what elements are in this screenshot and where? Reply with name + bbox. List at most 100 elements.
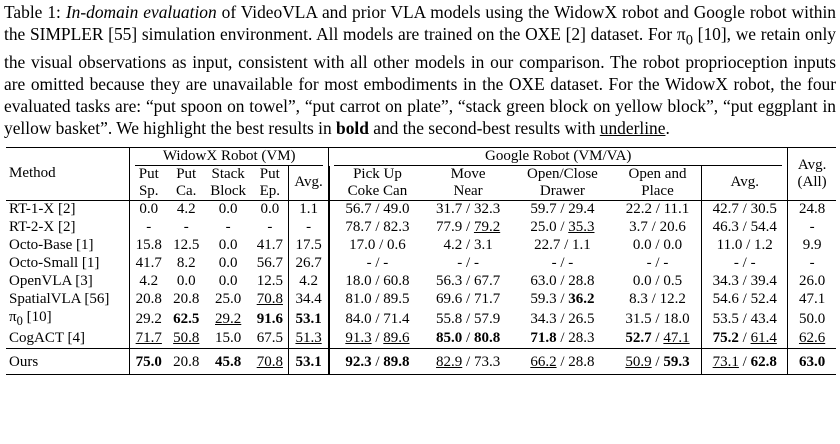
cell-value: 30.5 — [750, 201, 777, 218]
table-cell: 41.7 — [129, 254, 168, 273]
cell-value: - — [809, 255, 815, 272]
cell-value: 54.6 — [712, 291, 739, 308]
cell-value: - — [809, 219, 815, 236]
cell-value: 0.0 — [176, 273, 196, 290]
cell-value: 89.5 — [383, 291, 410, 308]
cell-value: - — [473, 255, 479, 272]
cell-value: 85.0 — [436, 330, 463, 347]
caption-text-2: [10], we retain only the visual observat… — [4, 23, 837, 138]
table-cell: 0.0 — [167, 273, 205, 291]
cell-value: 71.7 — [135, 330, 162, 347]
table-cell: 45.8 — [205, 347, 252, 375]
table-cell: 78.7 / 82.3 — [327, 218, 426, 237]
table-cell: 56.7 — [251, 255, 289, 273]
table-cell: 20.8 — [129, 290, 168, 309]
cell-value: 79.2 — [473, 219, 501, 236]
method-header: Method — [6, 146, 130, 201]
table-cell: 53.5 / 43.4 — [701, 308, 788, 330]
table-cell: 59.7 / 29.4 — [511, 199, 614, 219]
table-cell: 59.3 / 36.2 — [530, 291, 595, 308]
cell-value: 47.1 — [798, 291, 826, 308]
table-cell: - / - — [327, 254, 426, 273]
table-cell: 92.3 / 89.8 — [327, 347, 426, 375]
col-header-stack-block: Stack Block — [210, 165, 247, 199]
caption-bold-word: bold — [336, 118, 369, 138]
cell-value: 53.1 — [295, 354, 322, 371]
caption-sub: 0 — [685, 32, 693, 49]
table-cell: 70.8 — [251, 347, 289, 375]
method-name: RT-2-X [2] — [9, 219, 76, 236]
cell-value: 59.3 — [663, 354, 690, 371]
table-cell: 4.2 / 3.1 — [443, 237, 493, 254]
cell-value: 51.3 — [295, 330, 322, 347]
table-row: π0 [10] 29.2 62.5 29.2 91.6 53.1 84.0 / 71.4 55… — [6, 308, 836, 330]
cell-value: 31.7 — [436, 201, 463, 218]
cell-value: 80.8 — [473, 330, 501, 347]
table-cell: 85.0 / 80.8 — [436, 330, 501, 347]
cell-value: 35.3 — [568, 219, 595, 236]
cell-value: - — [750, 255, 756, 272]
cell-value: 0.5 — [663, 273, 683, 290]
table-cell: - / - — [646, 255, 669, 272]
method-name: π0 [10] — [9, 308, 52, 328]
cell-value: 8.2 — [176, 255, 196, 272]
cell-value: 0.0 — [218, 201, 238, 218]
table-cell: 50.9 / 59.3 — [613, 347, 702, 375]
cell-value: 28.8 — [568, 354, 595, 371]
table-cell: 4.2 — [288, 272, 329, 291]
method-name: Octo-Base [1] — [9, 237, 94, 254]
cell-value: 32.3 — [473, 201, 501, 218]
caption-label: Table 1: — [4, 2, 61, 22]
method-name: OpenVLA [3] — [9, 273, 93, 290]
table-cell: 91.6 — [251, 309, 289, 330]
cell-value: 34.4 — [295, 291, 322, 308]
cell-value: - — [383, 255, 389, 272]
cell-value: 28.8 — [568, 273, 595, 290]
method-name: Octo-Small [1] — [9, 255, 100, 272]
table-row: Ours 75.0 20.8 45.8 70.8 53.1 92.3 / 89.8 82.9 … — [6, 347, 836, 375]
cell-value: 55.8 — [436, 310, 463, 327]
caption-italic: In-domain evaluation — [65, 2, 217, 22]
cell-value: 24.8 — [798, 201, 826, 218]
table-cell: 91.3 / 89.6 — [327, 329, 426, 349]
cell-value: 29.4 — [568, 201, 595, 218]
cell-value: 89.8 — [383, 354, 410, 371]
table-cell: 0.0 — [205, 255, 251, 273]
table-cell: 81.0 / 89.5 — [327, 290, 426, 309]
google-group-header: Google Robot (VM/VA) — [328, 146, 788, 166]
cell-value: 78.7 — [345, 219, 372, 236]
group-header-row: Method WidowX Robot (VM) Google Robot (V… — [6, 146, 836, 201]
cell-value: 17.0 — [349, 237, 376, 254]
cell-value: 67.7 — [473, 273, 501, 290]
cell-value: 31.5 — [625, 310, 652, 327]
table-row: OpenVLA [3] 4.2 0.0 0.0 12.5 4.2 18.0 / 60.8 56… — [6, 272, 836, 291]
table-cell: 70.8 — [251, 291, 289, 309]
table-cell: - — [251, 219, 289, 237]
method-name: CogACT [4] — [9, 330, 85, 347]
caption-underline-word: underline — [599, 118, 666, 138]
cell-value: 18.0 — [345, 273, 372, 290]
cell-value: 1.1 — [299, 201, 318, 218]
cell-value: 4.2 — [139, 273, 159, 290]
cell-value: 66.2 — [530, 354, 557, 371]
cell-value: 77.9 — [436, 219, 463, 236]
cell-value: 8.3 — [629, 291, 648, 308]
table-cell: - — [288, 218, 329, 237]
table-cell: 26.0 — [787, 272, 836, 291]
table-cell: - / - — [701, 254, 788, 273]
col-header-put-ca: Put Ca. — [176, 165, 197, 199]
col-header-open-and-place: Open and Place — [628, 165, 687, 199]
table-cell: 8.3 / 12.2 — [629, 291, 686, 308]
cell-value: 82.3 — [383, 219, 410, 236]
table-cell: 4.2 — [129, 272, 168, 291]
table-cell: 42.7 / 30.5 — [701, 199, 788, 219]
cell-value: - — [568, 255, 574, 272]
cell-value: 91.3 — [345, 330, 372, 347]
table-cell: 22.2 / 11.1 — [613, 199, 702, 219]
table-cell: - — [787, 218, 836, 237]
cell-value: 15.8 — [135, 237, 162, 254]
cell-value: - — [663, 255, 669, 272]
cell-value: 36.2 — [568, 291, 595, 308]
cell-value: 71.4 — [383, 310, 410, 327]
table-cell: 11.0 / 1.2 — [701, 236, 788, 255]
